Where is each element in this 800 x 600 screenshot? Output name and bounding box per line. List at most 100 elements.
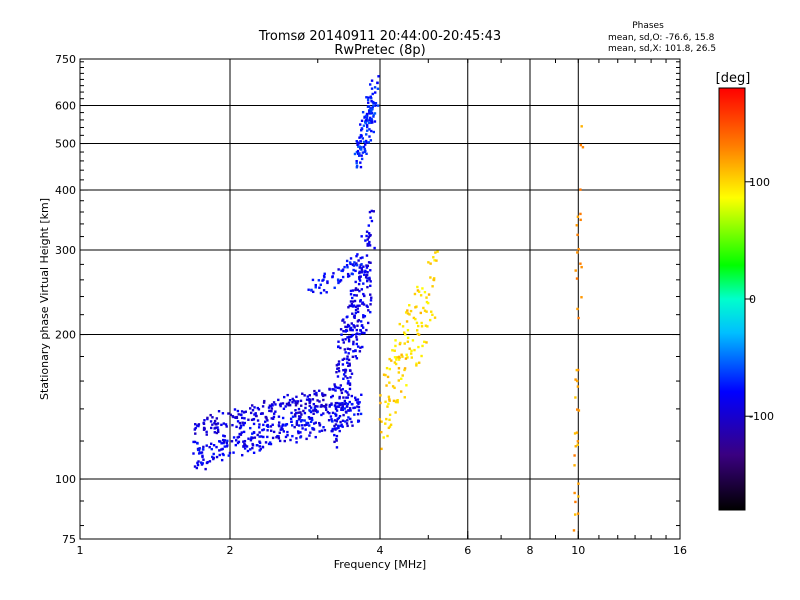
scatter-points bbox=[192, 75, 585, 532]
data-point bbox=[272, 401, 276, 404]
data-point bbox=[346, 391, 349, 394]
data-point bbox=[309, 431, 312, 434]
data-point bbox=[365, 234, 368, 238]
data-point bbox=[249, 439, 253, 442]
data-point bbox=[367, 224, 371, 227]
data-point bbox=[281, 424, 284, 428]
data-point bbox=[422, 306, 425, 310]
data-point bbox=[297, 407, 301, 411]
data-point bbox=[344, 369, 348, 372]
data-point bbox=[406, 328, 410, 332]
data-point bbox=[396, 356, 399, 359]
data-point bbox=[404, 357, 408, 360]
data-point bbox=[373, 112, 377, 115]
data-point bbox=[350, 372, 354, 375]
data-point bbox=[330, 418, 333, 421]
data-point bbox=[242, 445, 245, 448]
data-point bbox=[299, 431, 302, 434]
data-point bbox=[425, 296, 428, 299]
data-point bbox=[205, 433, 208, 436]
data-point bbox=[363, 273, 366, 276]
data-point bbox=[342, 369, 345, 372]
data-point bbox=[415, 362, 418, 365]
data-point bbox=[405, 384, 408, 387]
data-point bbox=[243, 439, 247, 443]
data-point bbox=[322, 404, 325, 408]
data-point bbox=[239, 433, 243, 436]
data-point bbox=[420, 321, 423, 325]
data-point bbox=[395, 358, 398, 361]
x-tick-label: 10 bbox=[571, 544, 585, 557]
data-point bbox=[357, 409, 361, 412]
data-point bbox=[369, 233, 372, 237]
data-point bbox=[243, 443, 247, 446]
data-point bbox=[265, 417, 268, 420]
data-point bbox=[241, 453, 244, 457]
data-point bbox=[209, 413, 212, 417]
data-point bbox=[357, 145, 360, 148]
data-point bbox=[426, 325, 429, 328]
data-point bbox=[301, 392, 304, 395]
data-point bbox=[367, 242, 371, 245]
data-point bbox=[360, 134, 363, 137]
data-point bbox=[258, 445, 261, 448]
data-point bbox=[403, 367, 407, 370]
data-point bbox=[575, 368, 578, 372]
data-point bbox=[347, 393, 350, 396]
data-point bbox=[294, 415, 297, 418]
data-point bbox=[361, 110, 365, 114]
data-point bbox=[358, 332, 361, 336]
data-point bbox=[249, 426, 252, 430]
data-point bbox=[348, 407, 352, 410]
data-point bbox=[212, 444, 216, 447]
data-point bbox=[349, 289, 353, 293]
data-point bbox=[331, 420, 334, 423]
data-point bbox=[388, 367, 392, 371]
data-point bbox=[367, 309, 370, 312]
data-point bbox=[313, 422, 316, 425]
data-point bbox=[417, 333, 421, 336]
data-point bbox=[398, 322, 401, 326]
data-point bbox=[255, 414, 258, 418]
data-point bbox=[202, 426, 206, 430]
data-point bbox=[576, 215, 580, 218]
data-point bbox=[324, 405, 327, 408]
data-point bbox=[213, 431, 217, 434]
data-point bbox=[308, 394, 312, 397]
data-point bbox=[408, 347, 411, 350]
data-point bbox=[336, 375, 340, 378]
data-point bbox=[347, 335, 351, 339]
data-point bbox=[373, 86, 377, 89]
data-point bbox=[309, 410, 313, 414]
data-point bbox=[263, 399, 266, 403]
data-point bbox=[264, 441, 268, 444]
data-point bbox=[295, 421, 299, 424]
data-point bbox=[362, 292, 365, 296]
data-point bbox=[416, 332, 420, 336]
data-point bbox=[574, 500, 577, 504]
data-point bbox=[345, 422, 349, 425]
data-point bbox=[417, 345, 420, 349]
data-point bbox=[361, 326, 365, 329]
data-point bbox=[296, 430, 300, 433]
data-point bbox=[419, 294, 423, 297]
data-point bbox=[256, 433, 259, 437]
data-point bbox=[252, 451, 256, 455]
data-point bbox=[339, 420, 342, 424]
data-point bbox=[322, 425, 325, 429]
data-point bbox=[312, 290, 315, 294]
data-point bbox=[348, 364, 351, 367]
data-point bbox=[308, 401, 311, 404]
data-point bbox=[269, 404, 273, 408]
data-point bbox=[369, 280, 372, 283]
data-point bbox=[270, 417, 273, 420]
data-point bbox=[300, 424, 304, 427]
data-point bbox=[277, 415, 281, 418]
data-point bbox=[355, 357, 359, 360]
x-tick-label: 6 bbox=[464, 544, 471, 557]
data-point bbox=[243, 421, 246, 425]
data-point bbox=[227, 412, 230, 415]
data-point bbox=[385, 384, 388, 387]
data-point bbox=[355, 161, 358, 165]
data-point bbox=[368, 112, 371, 115]
